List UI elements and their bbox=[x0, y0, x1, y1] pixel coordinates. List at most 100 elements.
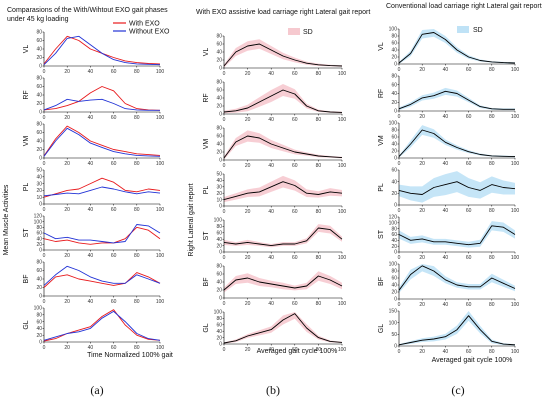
x-tick-label: 80 bbox=[316, 255, 322, 261]
x-tick-label: 40 bbox=[443, 114, 449, 120]
y-tick-label: 40 bbox=[391, 283, 397, 289]
x-tick-label: 80 bbox=[134, 299, 140, 305]
x-tick-label: 40 bbox=[443, 161, 449, 167]
x-tick-label: 100 bbox=[338, 71, 347, 77]
y-tick-label: 0 bbox=[394, 344, 397, 350]
x-tick-label: 80 bbox=[489, 302, 495, 308]
x-tick-label: 40 bbox=[268, 301, 274, 307]
y-tick-label: 0 bbox=[39, 64, 42, 70]
y-tick-label: 60 bbox=[391, 276, 397, 282]
x-tick-label: 0 bbox=[43, 69, 46, 75]
x-tick-label: 80 bbox=[316, 347, 322, 353]
x-tick-label: 20 bbox=[245, 71, 251, 77]
y-tick-label: 0 bbox=[394, 109, 397, 115]
subplot-a-bf: 0 20 40 60 80 0 20 40 60 80 100 BF bbox=[23, 260, 164, 305]
x-tick-label: 100 bbox=[338, 301, 347, 307]
y-tick-label: 80 bbox=[216, 126, 222, 132]
series-line-with-exo bbox=[43, 309, 161, 342]
x-tick-label: 80 bbox=[134, 69, 140, 75]
subplot-c-gl: 0 50 100 150 0 20 40 60 80 100 GL bbox=[378, 309, 519, 355]
y-tick-label: 80 bbox=[391, 74, 397, 80]
series-line-with-exo bbox=[43, 125, 161, 157]
series-line-conventional bbox=[398, 265, 516, 291]
y-tick-label: 100 bbox=[214, 310, 223, 316]
x-tick-label: 60 bbox=[111, 253, 117, 259]
y-tick-label: 80 bbox=[216, 264, 222, 270]
y-tick-label: 20 bbox=[391, 191, 397, 197]
legend-with-exo-label: With EXO bbox=[129, 21, 160, 28]
panel-c-xlabel: Averaged gait cycle 100% bbox=[432, 357, 513, 364]
y-tick-label: 20 bbox=[391, 55, 397, 61]
x-tick-label: 60 bbox=[466, 114, 472, 120]
muscle-label-vl: VL bbox=[203, 48, 210, 57]
x-tick-label: 0 bbox=[398, 255, 401, 261]
y-tick-label: 60 bbox=[391, 41, 397, 47]
x-tick-label: 100 bbox=[156, 207, 165, 213]
series-line-conventional bbox=[398, 225, 516, 246]
y-tick-label: 0 bbox=[394, 250, 397, 256]
x-tick-label: 20 bbox=[245, 301, 251, 307]
series-line-with-exo bbox=[43, 35, 161, 65]
x-tick-label: 80 bbox=[134, 161, 140, 167]
x-tick-label: 40 bbox=[268, 347, 274, 353]
y-tick-label: 60 bbox=[36, 231, 42, 237]
muscle-label-st: ST bbox=[23, 228, 30, 238]
y-tick-label: 80 bbox=[36, 260, 42, 266]
y-tick-label: 40 bbox=[36, 93, 42, 99]
y-tick-label: 100 bbox=[214, 218, 223, 224]
y-tick-label: 40 bbox=[391, 238, 397, 244]
panel-a-title-line1: Comparasions of the With/Wihtout EXO gai… bbox=[7, 7, 168, 14]
y-tick-label: 40 bbox=[391, 48, 397, 54]
x-tick-label: 20 bbox=[64, 345, 70, 351]
x-tick-label: 40 bbox=[443, 302, 449, 308]
muscle-label-pl: PL bbox=[23, 183, 30, 192]
x-tick-label: 60 bbox=[292, 163, 298, 169]
panel-b-legend-label: SD bbox=[303, 29, 313, 36]
y-tick-label: 100 bbox=[389, 121, 398, 127]
series-line-without-exo bbox=[43, 98, 160, 111]
x-tick-label: 100 bbox=[511, 255, 520, 261]
y-tick-label: 100 bbox=[34, 219, 43, 225]
y-tick-label: 0 bbox=[39, 202, 42, 208]
x-tick-label: 100 bbox=[156, 161, 165, 167]
muscle-label-rf: RF bbox=[203, 93, 210, 102]
x-tick-label: 40 bbox=[268, 117, 274, 123]
x-tick-label: 60 bbox=[466, 208, 472, 214]
y-tick-label: 60 bbox=[36, 38, 42, 44]
y-tick-label: 0 bbox=[219, 250, 222, 256]
x-tick-label: 60 bbox=[292, 255, 298, 261]
y-tick-label: 40 bbox=[216, 50, 222, 56]
y-tick-label: 40 bbox=[216, 329, 222, 335]
x-tick-label: 100 bbox=[156, 115, 165, 121]
y-tick-label: 20 bbox=[216, 335, 222, 341]
series-line-conventional bbox=[398, 315, 516, 346]
x-tick-label: 80 bbox=[134, 115, 140, 121]
x-tick-label: 0 bbox=[398, 114, 401, 120]
muscle-label-bf: BF bbox=[378, 277, 385, 286]
y-tick-label: 30 bbox=[216, 185, 222, 191]
y-tick-label: 0 bbox=[394, 297, 397, 303]
panel-b-xlabel: Averaged gait cycle 100% bbox=[257, 348, 338, 355]
y-tick-label: 60 bbox=[36, 319, 42, 325]
x-tick-label: 60 bbox=[466, 255, 472, 261]
y-tick-label: 80 bbox=[391, 128, 397, 134]
x-tick-label: 20 bbox=[64, 299, 70, 305]
series-line-with-exo bbox=[223, 275, 343, 291]
x-tick-label: 40 bbox=[88, 299, 94, 305]
sd-band-vl bbox=[399, 29, 515, 64]
muscle-label-vl: VL bbox=[23, 45, 30, 54]
muscle-label-gl: GL bbox=[23, 320, 30, 329]
x-tick-label: 100 bbox=[511, 67, 520, 73]
y-tick-label: 60 bbox=[36, 130, 42, 136]
muscle-label-vm: VM bbox=[23, 136, 30, 147]
series-line-with-exo bbox=[223, 43, 343, 67]
series-line-without-exo bbox=[43, 186, 161, 197]
muscle-label-pl: PL bbox=[378, 183, 385, 192]
sd-band-rf bbox=[224, 84, 342, 114]
y-tick-label: 0 bbox=[219, 66, 222, 72]
x-tick-label: 80 bbox=[316, 301, 322, 307]
y-tick-label: 20 bbox=[391, 290, 397, 296]
x-tick-label: 100 bbox=[338, 347, 347, 353]
